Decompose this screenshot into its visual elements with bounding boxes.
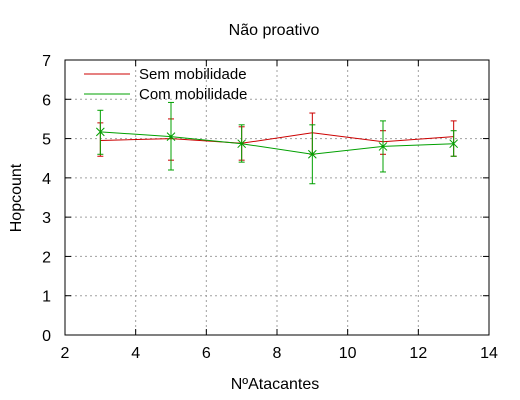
x-tick-label: 6 xyxy=(202,345,211,362)
x-tick-label: 4 xyxy=(131,345,140,362)
x-tick-label: 10 xyxy=(339,345,357,362)
y-tick-label: 4 xyxy=(42,171,51,188)
y-tick-label: 7 xyxy=(42,53,51,70)
data-point xyxy=(449,139,459,149)
y-tick-label: 5 xyxy=(42,132,51,149)
x-tick-label: 14 xyxy=(480,345,498,362)
series-line xyxy=(100,132,454,144)
chart-title: Não proativo xyxy=(229,22,320,39)
y-tick-label: 0 xyxy=(42,328,51,345)
series-line xyxy=(100,131,454,155)
legend-label-sem-mobilidade: Sem mobilidade xyxy=(139,66,247,83)
x-tick-label: 2 xyxy=(61,345,70,362)
legend-label-com-mobilidade: Com mobilidade xyxy=(139,86,247,103)
data-point xyxy=(95,127,105,137)
data-point xyxy=(237,139,247,149)
x-tick-label: 8 xyxy=(273,345,282,362)
y-tick-label: 6 xyxy=(42,92,51,109)
data-point xyxy=(166,132,176,141)
y-tick-label: 1 xyxy=(42,289,51,306)
data-point xyxy=(378,142,388,151)
data-point xyxy=(307,149,317,159)
grid xyxy=(65,60,489,335)
x-axis-label: NºAtacantes xyxy=(231,376,320,393)
series-layer xyxy=(95,101,459,185)
x-tick-label: 12 xyxy=(409,345,427,362)
y-axis-label: Hopcount xyxy=(8,163,25,232)
y-tick-label: 3 xyxy=(42,210,51,227)
y-tick-label: 2 xyxy=(42,249,51,266)
legend: Sem mobilidade Com mobilidade xyxy=(84,66,247,103)
series-com-mobilidade xyxy=(95,101,459,185)
